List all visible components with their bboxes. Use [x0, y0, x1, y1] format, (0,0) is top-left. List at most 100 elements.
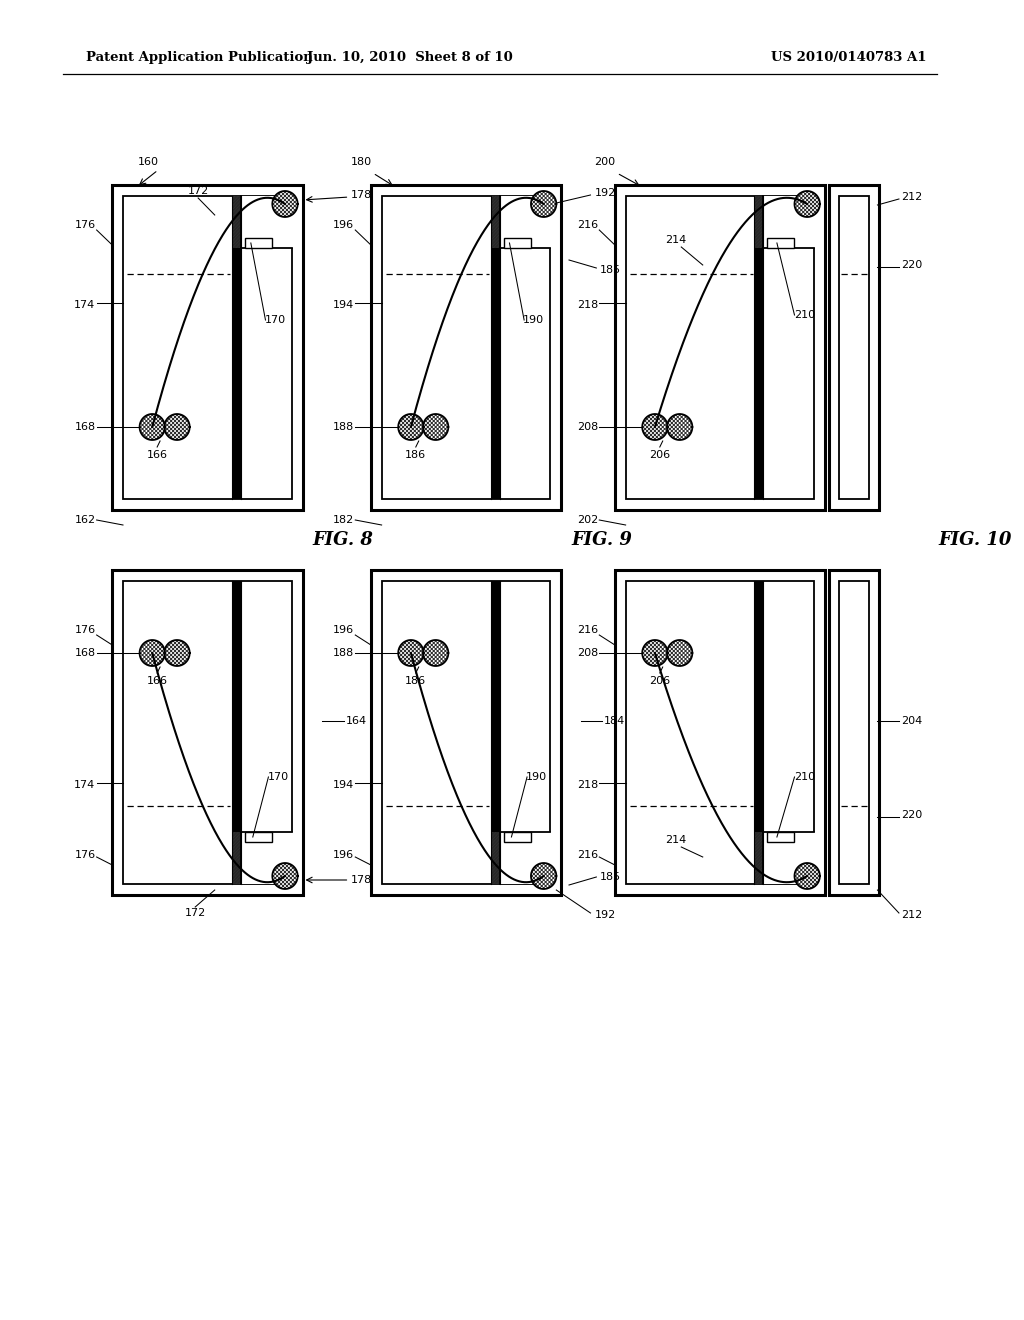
Text: 202: 202: [577, 515, 598, 525]
Circle shape: [164, 414, 189, 440]
Text: 174: 174: [75, 300, 95, 310]
Bar: [755, 832, 763, 884]
Bar: [626, 581, 814, 884]
Text: 162: 162: [75, 515, 95, 525]
Bar: [840, 581, 868, 884]
Text: 170: 170: [267, 772, 289, 781]
Text: 172: 172: [187, 186, 209, 195]
Bar: [755, 832, 763, 884]
Bar: [232, 581, 241, 832]
Bar: [371, 185, 561, 510]
Bar: [232, 195, 241, 248]
Text: 210: 210: [794, 310, 815, 319]
Bar: [490, 248, 500, 499]
Text: 194: 194: [333, 300, 354, 310]
Text: US 2010/0140783 A1: US 2010/0140783 A1: [771, 50, 927, 63]
Text: 166: 166: [146, 450, 168, 459]
Text: 210: 210: [794, 772, 815, 781]
Text: 186: 186: [406, 450, 426, 459]
Circle shape: [667, 414, 692, 440]
Text: 206: 206: [649, 450, 671, 459]
Bar: [614, 570, 824, 895]
Circle shape: [139, 414, 165, 440]
Circle shape: [398, 640, 424, 667]
Text: 178: 178: [350, 875, 372, 884]
Circle shape: [164, 414, 189, 440]
Bar: [490, 195, 500, 248]
Text: 164: 164: [346, 715, 367, 726]
Circle shape: [642, 414, 668, 440]
Bar: [504, 832, 531, 842]
Bar: [755, 248, 763, 499]
Circle shape: [795, 191, 820, 216]
Bar: [490, 195, 500, 248]
Text: 208: 208: [577, 422, 598, 432]
Bar: [232, 248, 241, 499]
Bar: [490, 581, 500, 832]
Bar: [490, 832, 500, 884]
Text: 172: 172: [184, 908, 206, 917]
Text: 216: 216: [577, 624, 598, 635]
Bar: [490, 832, 500, 884]
Bar: [763, 832, 816, 884]
Circle shape: [531, 863, 556, 888]
Bar: [755, 581, 763, 832]
Text: 185: 185: [599, 873, 621, 882]
Text: 190: 190: [526, 772, 548, 781]
Text: Jun. 10, 2010  Sheet 8 of 10: Jun. 10, 2010 Sheet 8 of 10: [307, 50, 513, 63]
Text: 200: 200: [595, 157, 615, 168]
Text: 218: 218: [577, 780, 598, 789]
Text: 220: 220: [901, 810, 923, 820]
Circle shape: [272, 863, 298, 888]
Text: 176: 176: [75, 624, 95, 635]
Bar: [490, 248, 500, 499]
Circle shape: [139, 640, 165, 667]
Circle shape: [139, 640, 165, 667]
Circle shape: [642, 640, 668, 667]
Circle shape: [398, 640, 424, 667]
Bar: [490, 581, 500, 832]
Text: FIG. 9: FIG. 9: [571, 531, 632, 549]
Bar: [123, 195, 292, 499]
Text: 220: 220: [901, 260, 923, 271]
Text: Patent Application Publication: Patent Application Publication: [86, 50, 312, 63]
Text: 216: 216: [577, 850, 598, 861]
Bar: [490, 195, 500, 248]
Circle shape: [164, 640, 189, 667]
Bar: [232, 581, 241, 832]
Bar: [232, 832, 241, 884]
Text: 206: 206: [649, 676, 671, 686]
Text: 176: 176: [75, 220, 95, 230]
Bar: [241, 832, 294, 884]
Circle shape: [272, 191, 298, 216]
Bar: [113, 570, 302, 895]
Bar: [828, 185, 880, 510]
Bar: [755, 581, 763, 832]
Bar: [490, 581, 500, 832]
Bar: [755, 248, 763, 499]
Circle shape: [423, 414, 449, 440]
Circle shape: [531, 863, 556, 888]
Text: FIG. 8: FIG. 8: [312, 531, 373, 549]
Bar: [763, 195, 816, 248]
Bar: [123, 581, 292, 884]
Circle shape: [531, 191, 556, 216]
Circle shape: [398, 414, 424, 440]
Text: 174: 174: [75, 780, 95, 789]
Circle shape: [531, 191, 556, 216]
Circle shape: [795, 191, 820, 216]
Text: 214: 214: [665, 836, 686, 845]
Text: 168: 168: [75, 648, 95, 657]
Bar: [755, 195, 763, 248]
Bar: [500, 832, 552, 884]
Bar: [500, 195, 552, 248]
Bar: [755, 195, 763, 248]
Text: 160: 160: [138, 157, 159, 168]
Bar: [755, 832, 763, 884]
Circle shape: [667, 640, 692, 667]
Circle shape: [272, 863, 298, 888]
Text: 186: 186: [406, 676, 426, 686]
Text: 212: 212: [901, 191, 923, 202]
Bar: [232, 195, 241, 248]
Text: 176: 176: [75, 850, 95, 861]
